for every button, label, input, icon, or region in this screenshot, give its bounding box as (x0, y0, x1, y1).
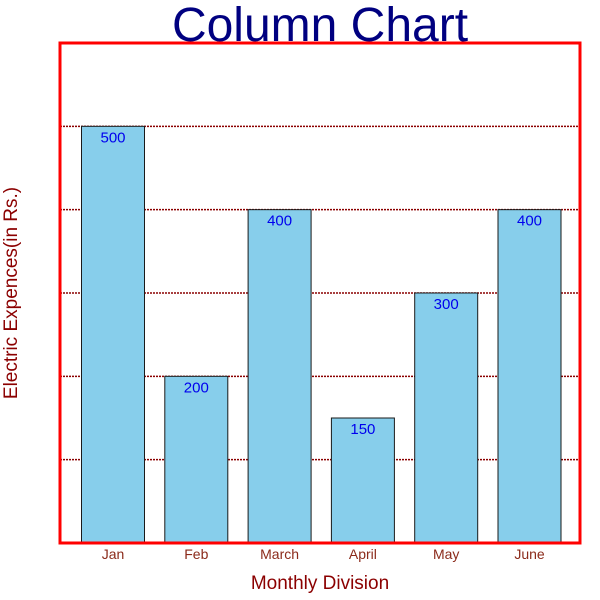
data-label: 200 (184, 379, 209, 396)
x-tick-label: May (433, 546, 459, 562)
x-tick-label: April (349, 546, 377, 562)
bar-may (414, 292, 479, 544)
data-label: 500 (100, 129, 125, 146)
bar-march (247, 209, 312, 544)
y-axis-label: Electric Expences(in Rs.) (1, 187, 22, 399)
data-label: 400 (517, 213, 542, 230)
data-label: 150 (350, 421, 375, 438)
bar-jan (81, 125, 145, 544)
x-tick-label: Feb (184, 546, 208, 562)
bar-feb (164, 375, 229, 544)
bars (81, 125, 562, 544)
x-tick-labels: Jan Feb March April May June (102, 546, 545, 562)
bar-june (497, 209, 562, 544)
x-tick-label: June (514, 546, 545, 562)
data-label: 300 (434, 296, 459, 313)
x-tick-label: Jan (102, 546, 125, 562)
data-labels: 500 200 400 150 300 400 (100, 129, 542, 438)
plot-border (58, 41, 582, 545)
x-tick-label: March (260, 546, 299, 562)
x-axis-label: Monthly Division (251, 573, 389, 594)
data-label: 400 (267, 213, 292, 230)
